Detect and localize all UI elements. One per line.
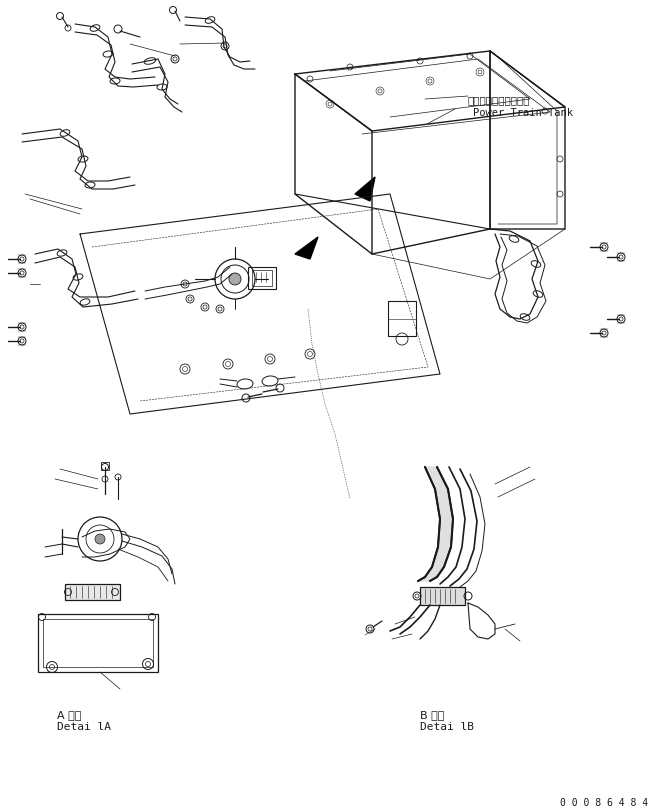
Polygon shape [438,519,453,547]
Polygon shape [425,467,448,489]
Bar [101,462,109,470]
Polygon shape [295,238,318,260]
Bar [420,587,465,605]
Polygon shape [418,577,437,581]
Bar [248,268,276,290]
Text: パワートレインタンク: パワートレインタンク [468,95,530,105]
Polygon shape [355,178,375,202]
Polygon shape [435,489,453,519]
Bar [65,584,120,600]
Polygon shape [432,547,451,568]
Text: Detai lA: Detai lA [57,721,111,731]
Circle shape [229,273,241,285]
Polygon shape [425,568,444,577]
Text: B 詳細: B 詳細 [420,709,444,719]
Bar [38,614,158,672]
Text: Power Train Tank: Power Train Tank [473,108,573,118]
Bar [252,271,272,286]
Text: A 詳細: A 詳細 [57,709,81,719]
Text: Detai lB: Detai lB [420,721,474,731]
Bar [43,620,153,667]
Circle shape [95,534,105,544]
Text: 0 0 0 8 6 4 8 4: 0 0 0 8 6 4 8 4 [560,797,648,807]
Bar [388,302,416,337]
